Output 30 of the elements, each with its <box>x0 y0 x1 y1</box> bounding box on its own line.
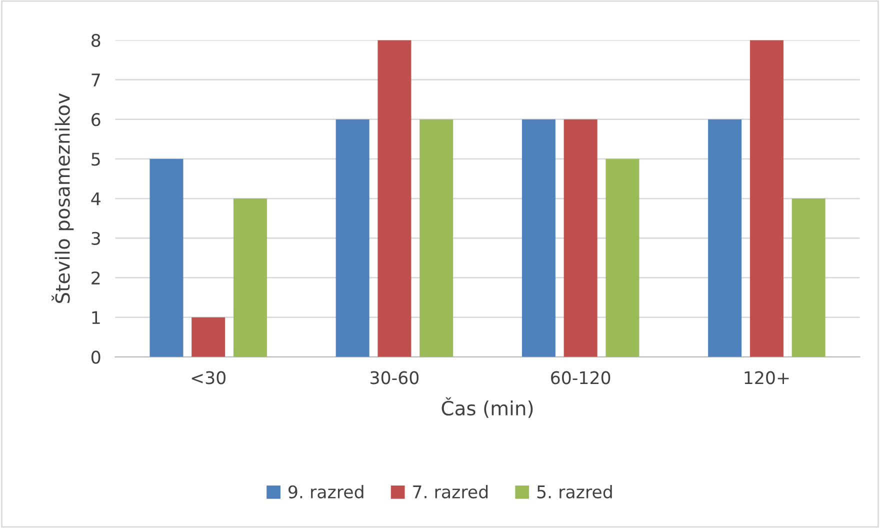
bar <box>150 158 184 357</box>
legend-label: 5. razred <box>537 485 612 498</box>
y-tick-label: 6 <box>92 113 100 126</box>
bar <box>233 198 267 357</box>
bar <box>708 119 742 357</box>
y-tick-label: 8 <box>92 34 100 47</box>
x-axis-title: Čas (min) <box>442 397 533 418</box>
legend-label: 7. razred <box>413 485 488 498</box>
x-tick-label: 30-60 <box>370 371 419 384</box>
y-tick-label: 7 <box>92 74 100 86</box>
bar <box>420 119 454 357</box>
y-tick-label: 0 <box>91 350 100 364</box>
y-tick-label: 4 <box>91 192 100 206</box>
y-tick-label: 2 <box>92 271 100 284</box>
bar <box>378 40 412 357</box>
x-tick-label: 60-120 <box>551 371 610 384</box>
y-axis-title: Število posameznikov <box>52 93 74 303</box>
legend-label: 9. razred <box>288 485 364 498</box>
bar <box>336 119 370 357</box>
bar <box>750 40 784 357</box>
bar <box>564 119 598 357</box>
y-tick-label: 3 <box>92 232 100 245</box>
bar <box>192 317 226 357</box>
bar <box>522 119 556 357</box>
bar <box>792 198 826 357</box>
bar <box>606 158 640 357</box>
y-tick-label: 1 <box>92 311 100 324</box>
x-tick-label: <30 <box>192 371 226 384</box>
x-tick-label: 120+ <box>744 371 789 384</box>
y-tick-label: 5 <box>92 152 100 166</box>
